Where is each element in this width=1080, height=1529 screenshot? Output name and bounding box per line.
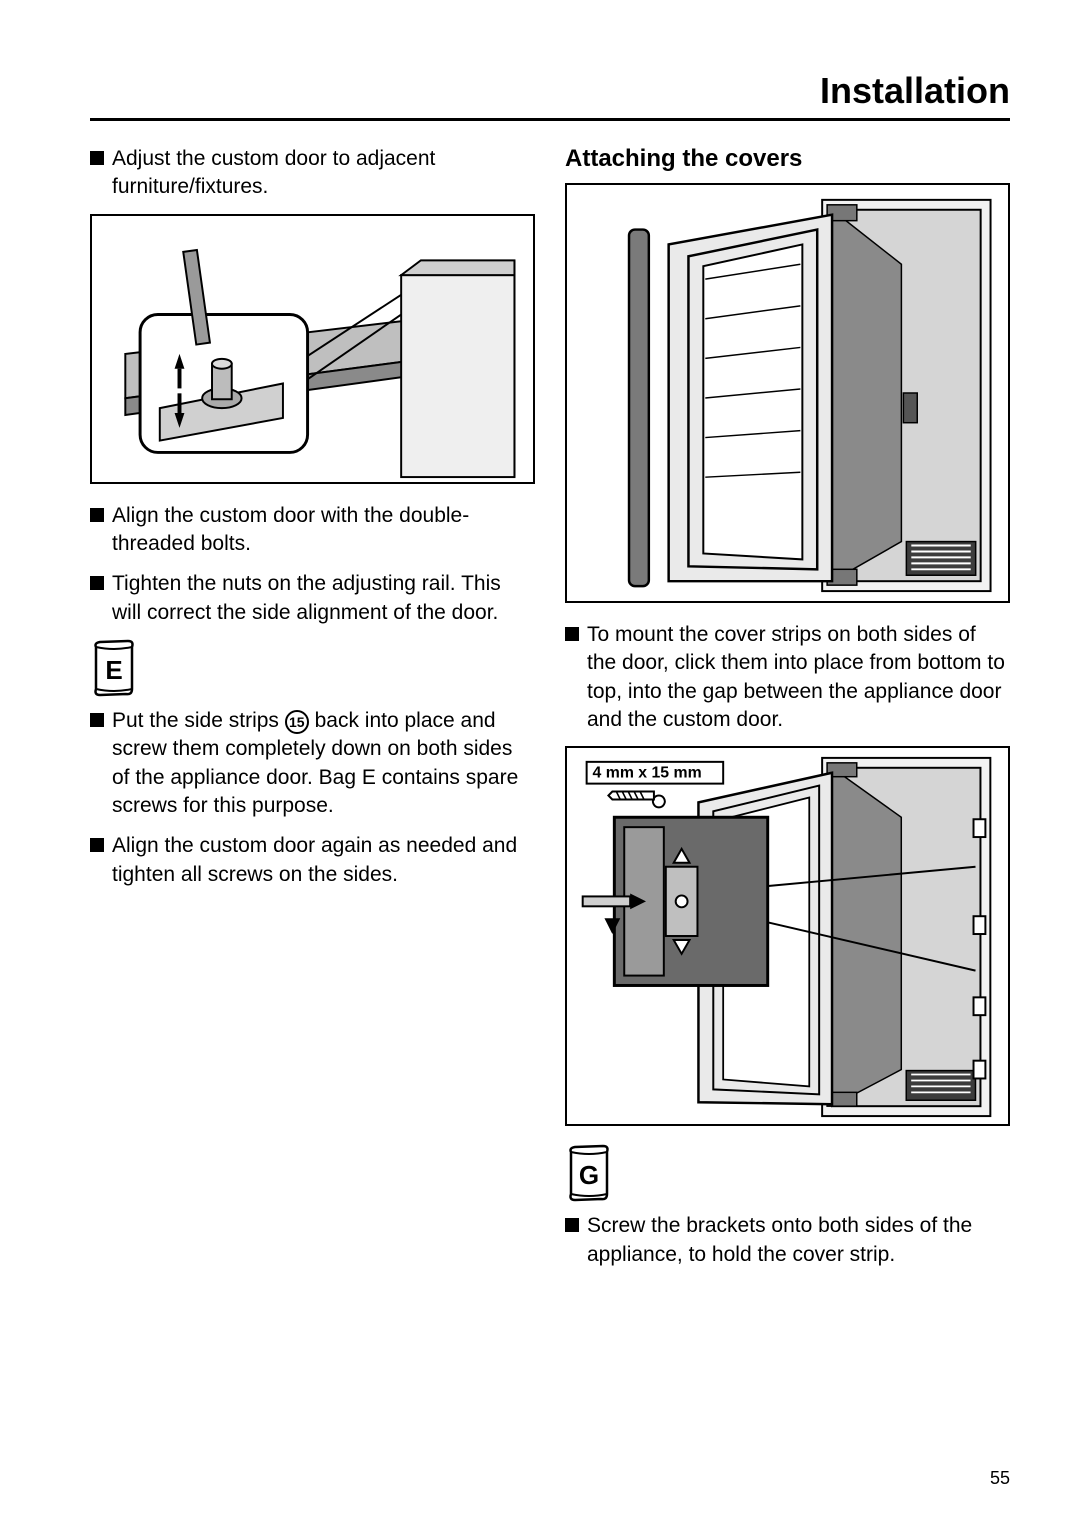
page-number: 55 [990,1468,1010,1489]
diagram-svg [567,185,1008,601]
bullet-icon [90,838,104,852]
step-item: Tighten the nuts on the adjusting rail. … [90,570,535,627]
step-item: Adjust the custom door to adjacent furni… [90,145,535,202]
step-item: Screw the brackets onto both sides of th… [565,1212,1010,1269]
bullet-icon [90,508,104,522]
step-item: Align the custom door again as needed an… [90,832,535,889]
right-column: Attaching the covers [565,145,1010,1281]
step-pre: Put the side strips [112,709,285,732]
step-text: Put the side strips 15 back into place a… [112,707,535,820]
step-item: Align the custom door with the double-th… [90,502,535,559]
step-text: Tighten the nuts on the adjusting rail. … [112,570,535,627]
figure-bracket-screw: 4 mm x 15 mm [565,746,1010,1126]
step-text: To mount the cover strips on both sides … [587,621,1010,734]
part-ref: 15 [285,710,309,734]
bullet-icon [565,627,579,641]
step-text: Adjust the custom door to adjacent furni… [112,145,535,202]
left-column: Adjust the custom door to adjacent furni… [90,145,535,1281]
figure-open-door [565,183,1010,603]
manual-page: Installation Adjust the custom door to a… [0,0,1080,1529]
page-title: Installation [90,70,1010,121]
screw-size-label: 4 mm x 15 mm [593,765,702,782]
content-columns: Adjust the custom door to adjacent furni… [90,145,1010,1281]
subheading: Attaching the covers [565,145,1010,173]
step-text: Screw the brackets onto both sides of th… [587,1212,1010,1269]
bullet-icon [90,713,104,727]
step-item: Put the side strips 15 back into place a… [90,707,535,820]
bag-letter: E [105,655,122,685]
diagram-svg [92,216,533,482]
step-text: Align the custom door with the double-th… [112,502,535,559]
bag-icon: E [90,639,138,697]
diagram-svg: 4 mm x 15 mm [567,748,1008,1124]
step-item: To mount the cover strips on both sides … [565,621,1010,734]
step-text: Align the custom door again as needed an… [112,832,535,889]
figure-adjust-bolt [90,214,535,484]
bullet-icon [565,1218,579,1232]
bullet-icon [90,576,104,590]
bag-icon: G [565,1144,613,1202]
bullet-icon [90,151,104,165]
bag-letter: G [579,1160,599,1190]
